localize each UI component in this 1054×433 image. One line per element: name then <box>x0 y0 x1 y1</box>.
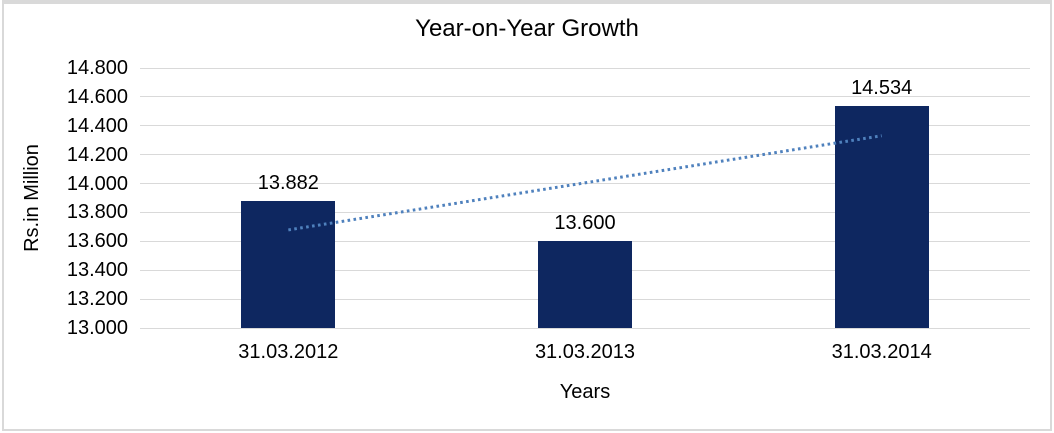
gridline <box>140 327 1030 329</box>
bar-value-label: 13.882 <box>257 171 319 194</box>
y-axis-tick-label: 13.800 <box>66 201 128 224</box>
y-axis-tick-label: 14.800 <box>66 57 128 79</box>
gridline <box>140 67 1030 69</box>
bar <box>834 106 929 328</box>
y-axis-tick-label: 14.200 <box>66 143 128 166</box>
y-axis-tick-label: 13.400 <box>66 259 128 282</box>
x-axis-category-label: 31.03.2013 <box>534 341 636 363</box>
y-axis-tick-label: 14.600 <box>66 85 128 108</box>
y-axis-tick-label: 13.600 <box>66 230 128 253</box>
gridline <box>140 96 1030 98</box>
y-axis-tick-label: 14.400 <box>66 114 128 137</box>
gridline <box>140 125 1030 127</box>
y-axis-tick-label: 14.000 <box>66 172 128 195</box>
x-axis-title: Years <box>559 381 611 403</box>
x-axis-category-label: 31.03.2014 <box>831 341 932 363</box>
bar-value-label: 14.534 <box>851 77 913 100</box>
x-axis-category-label: 31.03.2012 <box>238 341 339 363</box>
y-axis-tick-label: 13.000 <box>66 317 128 339</box>
bar <box>538 241 632 328</box>
chart-title: Year-on-Year Growth <box>415 15 639 42</box>
bar <box>241 200 336 328</box>
bar-value-label: 13.600 <box>554 212 616 235</box>
y-axis-tick-label: 13.200 <box>66 288 128 311</box>
